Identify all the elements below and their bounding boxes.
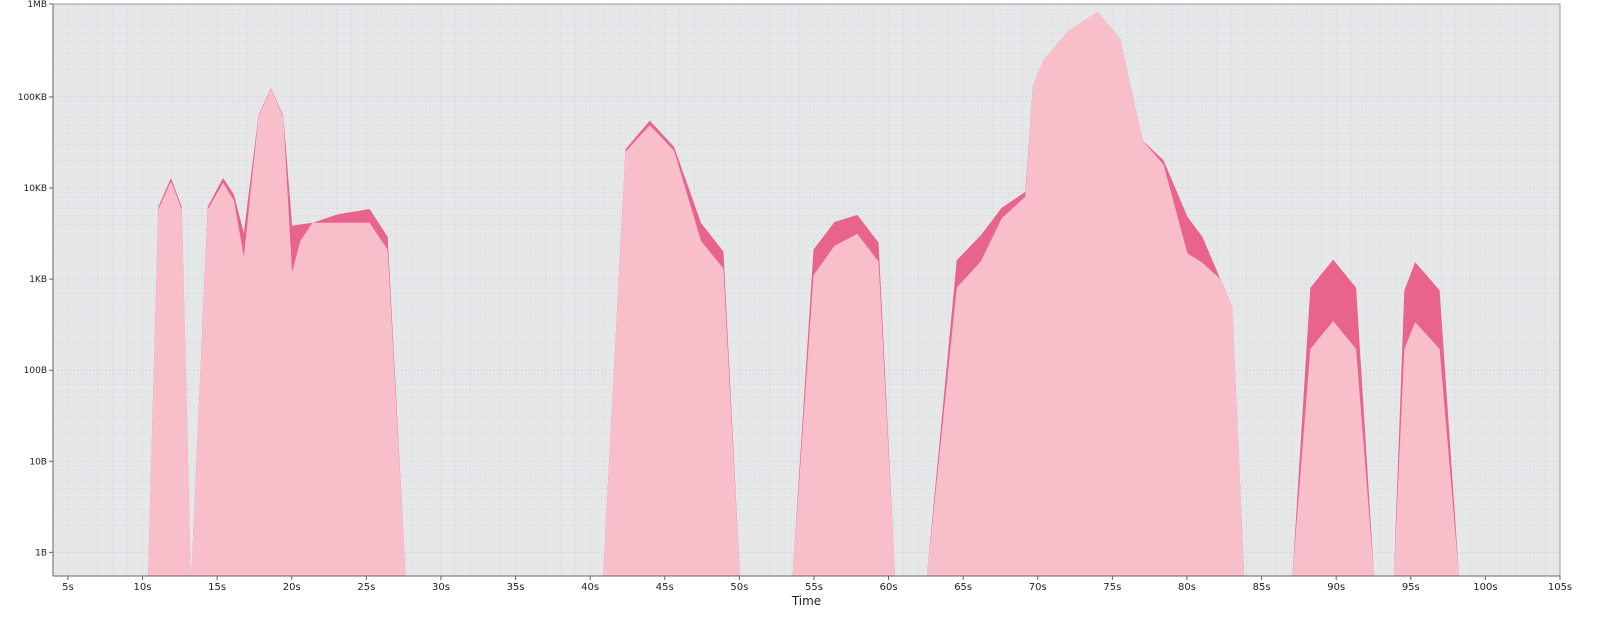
x-tick-label: 65s: [954, 582, 972, 593]
axes: [52, 3, 1561, 577]
lower-series-area-4: [926, 11, 1245, 577]
x-tick-label: 75s: [1103, 582, 1121, 593]
x-tick-label: 95s: [1402, 582, 1420, 593]
lower-series-area-2: [603, 125, 740, 577]
y-axis-ticks: 1B 10B 100B 1KB 10KB 100KB 1MB: [18, 0, 53, 558]
x-tick-label: 55s: [805, 582, 823, 593]
x-tick-label: 50s: [730, 582, 748, 593]
x-tick-label: 40s: [581, 582, 599, 593]
y-tick-label: 100B: [24, 366, 47, 376]
y-tick-label: 1KB: [29, 275, 47, 285]
x-tick-label: 105s: [1548, 582, 1572, 593]
y-tick-label: 1MB: [27, 0, 47, 10]
x-tick-label: 5s: [62, 582, 74, 593]
y-tick-label: 1B: [35, 548, 47, 558]
x-tick-label: 15s: [208, 582, 226, 593]
y-tick-label: 100KB: [18, 93, 47, 103]
series-areas: [148, 11, 1459, 577]
x-tick-label: 80s: [1178, 582, 1196, 593]
y-tick-label: 10KB: [23, 184, 47, 194]
x-tick-label: 45s: [656, 582, 674, 593]
x-tick-label: 25s: [357, 582, 375, 593]
x-tick-label: 85s: [1253, 582, 1271, 593]
x-axis-title: Time: [791, 594, 821, 608]
x-tick-label: 30s: [432, 582, 450, 593]
x-tick-label: 35s: [507, 582, 525, 593]
y-tick-label: 10B: [29, 457, 47, 467]
x-axis-ticks: 5s 10s 15s 20s 25s 30s 35s 40s 45s 50s 55s 60s 65s 70…: [62, 576, 1572, 593]
x-tick-label: 100s: [1473, 582, 1497, 593]
x-tick-label: 20s: [283, 582, 301, 593]
x-tick-label: 70s: [1029, 582, 1047, 593]
x-tick-label: 60s: [880, 582, 898, 593]
x-tick-label: 10s: [134, 582, 152, 593]
x-tick-label: 90s: [1327, 582, 1345, 593]
lower-series-area-1: [191, 89, 406, 577]
